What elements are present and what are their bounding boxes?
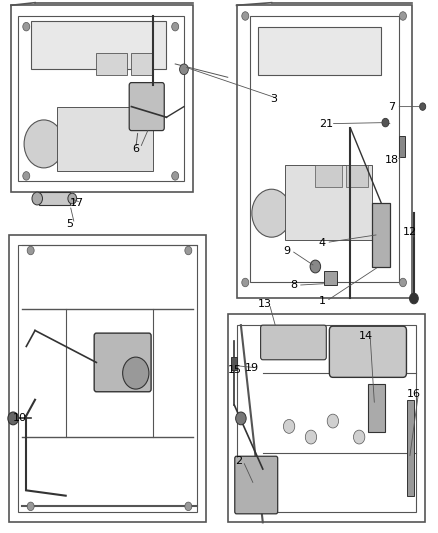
Circle shape <box>410 293 418 304</box>
Circle shape <box>399 278 406 287</box>
Text: 10: 10 <box>13 414 27 423</box>
Circle shape <box>8 412 18 425</box>
Circle shape <box>68 193 77 204</box>
Bar <box>324 271 337 285</box>
Text: 17: 17 <box>70 198 84 207</box>
Text: 3: 3 <box>270 94 277 103</box>
Circle shape <box>185 502 192 511</box>
Circle shape <box>23 172 30 180</box>
Bar <box>407 400 414 496</box>
Circle shape <box>305 430 317 444</box>
FancyBboxPatch shape <box>235 456 278 514</box>
Bar <box>131 53 153 75</box>
Circle shape <box>283 419 295 433</box>
Circle shape <box>123 357 149 389</box>
Circle shape <box>399 12 406 20</box>
Text: 6: 6 <box>132 144 139 154</box>
Text: 9: 9 <box>283 246 290 255</box>
Circle shape <box>310 260 321 273</box>
Text: 5: 5 <box>67 219 74 229</box>
Circle shape <box>180 64 188 75</box>
Circle shape <box>172 22 179 31</box>
Circle shape <box>242 278 249 287</box>
Bar <box>285 165 372 240</box>
Text: 2: 2 <box>235 456 242 466</box>
Circle shape <box>420 103 426 110</box>
Bar <box>96 53 127 75</box>
FancyBboxPatch shape <box>129 83 164 131</box>
Bar <box>372 203 390 266</box>
Bar <box>31 21 166 69</box>
Bar <box>399 136 405 157</box>
FancyBboxPatch shape <box>329 326 406 377</box>
Bar <box>57 107 153 171</box>
Circle shape <box>185 246 192 255</box>
Text: 15: 15 <box>227 366 241 375</box>
FancyBboxPatch shape <box>94 333 151 392</box>
Bar <box>231 357 237 370</box>
Text: 13: 13 <box>258 299 272 309</box>
Circle shape <box>172 172 179 180</box>
Text: 7: 7 <box>389 102 396 111</box>
Text: 4: 4 <box>318 238 325 247</box>
Circle shape <box>252 189 291 237</box>
Circle shape <box>27 502 34 511</box>
Text: 21: 21 <box>319 119 333 128</box>
Circle shape <box>353 430 365 444</box>
Text: 1: 1 <box>318 296 325 306</box>
Text: 18: 18 <box>385 155 399 165</box>
Text: 14: 14 <box>359 331 373 341</box>
Text: 12: 12 <box>403 227 417 237</box>
Circle shape <box>382 118 389 127</box>
Circle shape <box>32 192 42 205</box>
Circle shape <box>327 414 339 428</box>
Circle shape <box>27 246 34 255</box>
Bar <box>346 165 368 187</box>
Circle shape <box>242 12 249 20</box>
Circle shape <box>23 22 30 31</box>
Bar <box>258 27 381 75</box>
FancyBboxPatch shape <box>261 325 326 360</box>
Bar <box>368 384 385 432</box>
Text: 16: 16 <box>407 390 421 399</box>
Circle shape <box>236 412 246 425</box>
Text: 8: 8 <box>290 280 297 290</box>
Bar <box>315 165 342 187</box>
Bar <box>39 192 70 205</box>
Circle shape <box>24 120 64 168</box>
Text: 19: 19 <box>245 363 259 373</box>
